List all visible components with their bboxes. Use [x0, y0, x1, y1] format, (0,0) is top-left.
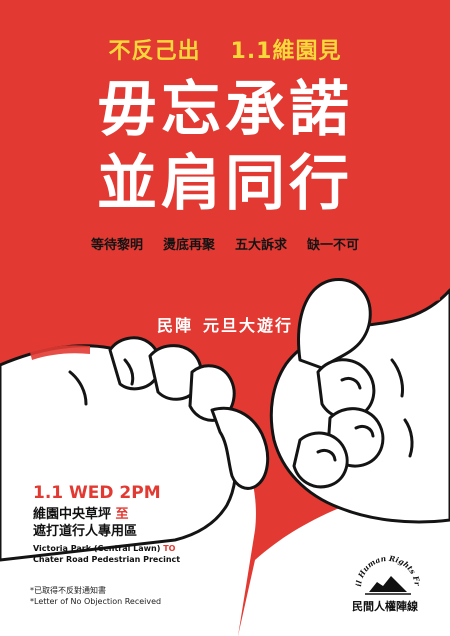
headline-line-2: 並肩同行: [97, 149, 353, 219]
event-datetime: 1.1 WED 2PM: [33, 483, 161, 503]
permit-notes: *已取得不反對通知書 *Letter of No Objection Recei…: [30, 585, 161, 607]
march-title: 民陣 元旦大遊行: [0, 312, 450, 336]
tagline-right: 1.1維園見: [230, 39, 342, 64]
route-en-from: Victoria Park (Central Lawn): [33, 544, 161, 553]
civil-human-rights-front-logo-icon: Civil Human Rights Front: [355, 548, 421, 595]
slogan: 五大訴求: [235, 238, 288, 253]
permit-note-zh: *已取得不反對通知書: [30, 586, 106, 595]
slogan: 等待黎明: [90, 238, 143, 253]
slogan: 缺一不可: [307, 238, 360, 253]
march-name: 元旦大遊行: [203, 316, 294, 335]
tagline: 不反己出 1.1維園見: [0, 33, 450, 65]
route-en-to: Chater Road Pedestrian Precinct: [33, 555, 181, 564]
route-zh: 維園中央草坪 至 遮打道行人專用區: [33, 506, 293, 540]
route-zh-from: 維園中央草坪: [33, 507, 112, 522]
tagline-left: 不反己出: [108, 39, 201, 64]
march-org: 民陣: [156, 316, 193, 335]
slogan: 燙底再聚: [162, 238, 215, 253]
route-zh-to: 遮打道行人專用區: [33, 524, 138, 539]
event-info: 1.1 WED 2PM 維園中央草坪 至 遮打道行人專用區 Victoria P…: [33, 483, 293, 565]
route-en-to-word: TO: [163, 544, 176, 553]
permit-note-en: *Letter of No Objection Received: [30, 597, 162, 606]
route-en: Victoria Park (Central Lawn) TO Chater R…: [33, 543, 293, 565]
slogans-row: 等待黎明 燙底再聚 五大訴求 缺一不可: [0, 234, 450, 253]
organizer-name: 民間人權陣線: [352, 600, 418, 613]
route-zh-to-word: 至: [115, 507, 129, 522]
headline-line-1: 毋忘承諾: [97, 75, 353, 145]
